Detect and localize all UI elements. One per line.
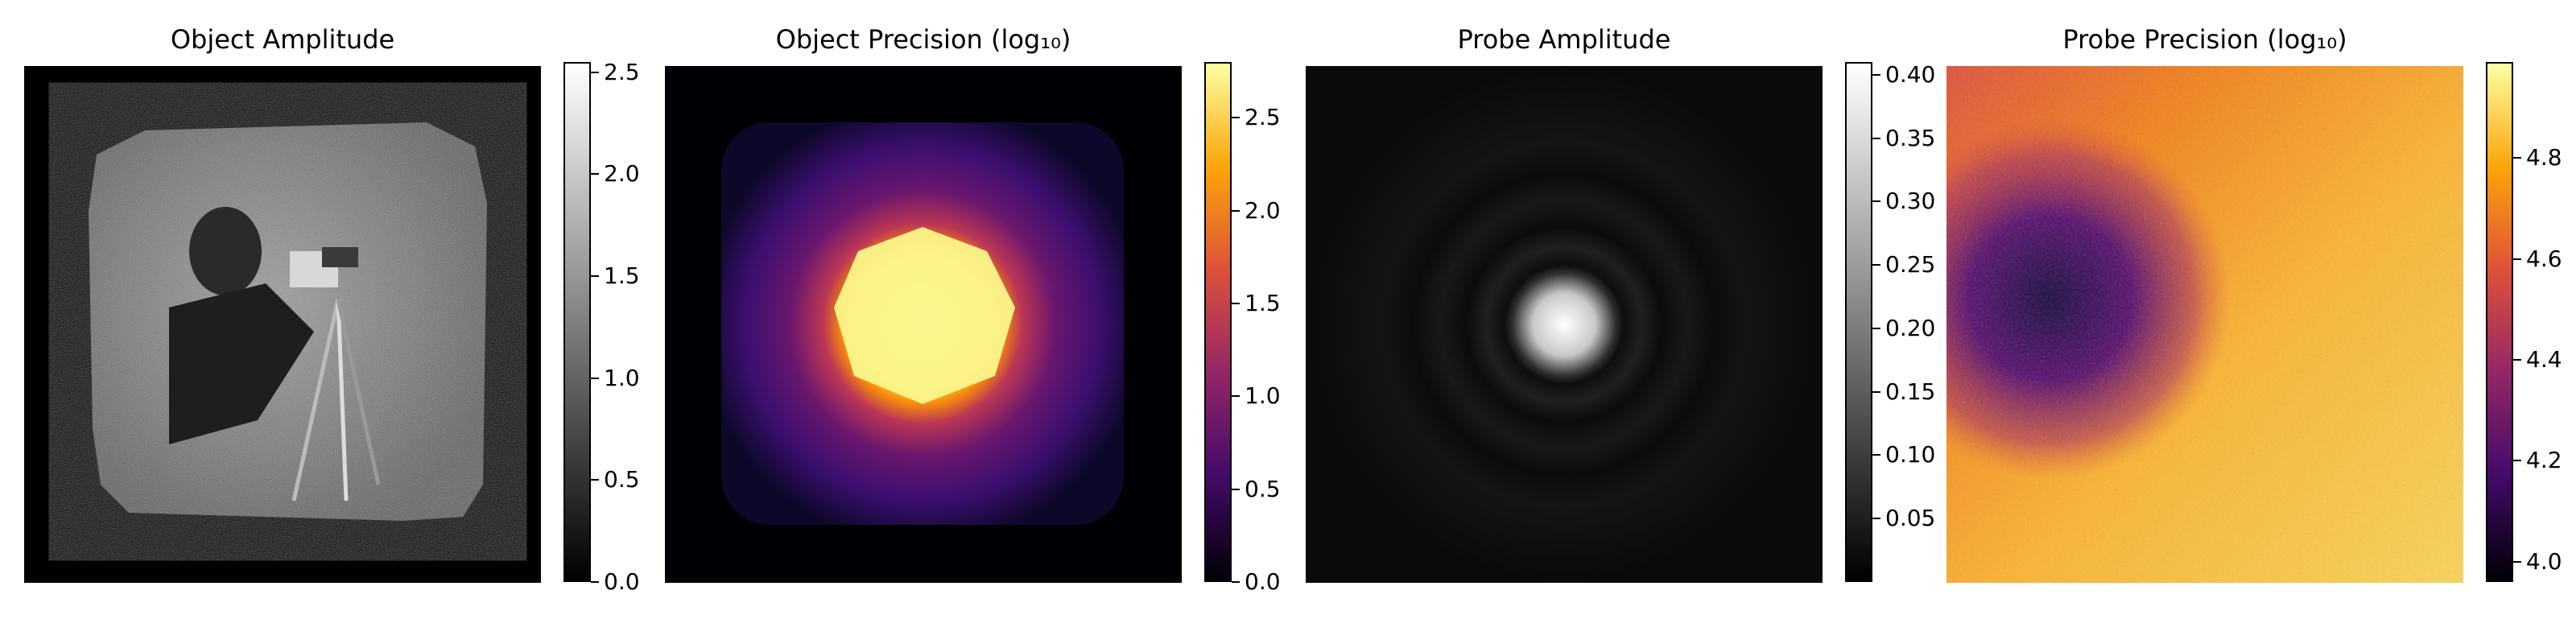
colorbar-tick-label: 0.40 (1885, 60, 1936, 88)
colorbar-tick (1232, 209, 1240, 212)
probe-precision-image (1946, 66, 2463, 583)
colorbar-tick (1232, 117, 1240, 119)
colorbar-tick-label: 2.5 (604, 58, 640, 85)
colorbar-tick-label: 0.5 (604, 466, 640, 493)
object-amplitude-colorbar (564, 62, 591, 582)
colorbar-tick (1872, 73, 1880, 76)
colorbar-tick (1872, 264, 1880, 266)
colorbar-tick-label: 0.20 (1885, 314, 1936, 341)
colorbar-tick (591, 377, 599, 379)
colorbar-tick-label: 0.0 (604, 568, 640, 595)
colorbar-tick-label: 1.0 (604, 364, 640, 391)
colorbar-tick-label: 4.4 (2526, 346, 2562, 374)
colorbar-tick (1232, 302, 1240, 304)
colorbar-tick-label: 2.0 (604, 160, 640, 188)
panel-4-title: Probe Precision (log₁₀) (2062, 24, 2347, 55)
colorbar-tick (1872, 454, 1880, 456)
object-amplitude-image (24, 66, 541, 583)
probe-amplitude-colorbar (1845, 62, 1872, 582)
probe-amplitude-image (1306, 66, 1823, 583)
colorbar-tick (1232, 581, 1240, 583)
colorbar-tick (2513, 460, 2521, 462)
panel-3-title: Probe Amplitude (1457, 24, 1671, 55)
colorbar-tick-label: 0.10 (1885, 441, 1936, 469)
colorbar-tick-label: 4.6 (2526, 245, 2562, 272)
object-precision-colorbar (1204, 62, 1232, 582)
colorbar-tick-label: 1.5 (1245, 289, 1281, 316)
colorbar-tick (1872, 327, 1880, 329)
colorbar-tick (1872, 137, 1880, 139)
colorbar-tick (591, 173, 599, 175)
panel-1-title: Object Amplitude (170, 24, 395, 55)
colorbar-tick (1872, 390, 1880, 393)
colorbar-tick-label: 0.15 (1885, 378, 1936, 405)
colorbar-tick (2513, 258, 2521, 260)
colorbar-tick (2513, 359, 2521, 361)
colorbar-tick-label: 2.5 (1245, 104, 1281, 131)
colorbar-tick (1872, 518, 1880, 520)
colorbar-tick (591, 479, 599, 481)
colorbar-tick-label: 4.8 (2526, 144, 2562, 171)
colorbar-tick (1872, 200, 1880, 203)
colorbar-tick-label: 2.0 (1245, 196, 1281, 224)
colorbar-tick (1232, 395, 1240, 398)
colorbar-tick (591, 275, 599, 277)
colorbar-tick-label: 0.5 (1245, 475, 1281, 502)
panel-2-title: Object Precision (log₁₀) (775, 24, 1071, 55)
colorbar-tick-label: 4.0 (2526, 547, 2562, 575)
colorbar-tick-label: 1.0 (1245, 382, 1281, 410)
colorbar-tick-label: 0.0 (1245, 568, 1281, 595)
colorbar-tick (591, 71, 599, 73)
colorbar-tick (1232, 488, 1240, 490)
colorbar-tick (2513, 560, 2521, 563)
colorbar-tick-label: 1.5 (604, 262, 640, 289)
colorbar-tick-label: 0.25 (1885, 251, 1936, 279)
colorbar-tick-label: 4.2 (2526, 447, 2562, 474)
object-precision-image (665, 66, 1182, 583)
colorbar-tick-label: 0.35 (1885, 124, 1936, 151)
colorbar-tick (2513, 157, 2521, 159)
probe-precision-colorbar (2486, 62, 2513, 582)
colorbar-tick (591, 581, 599, 583)
colorbar-tick-label: 0.05 (1885, 505, 1936, 532)
colorbar-tick-label: 0.30 (1885, 188, 1936, 215)
